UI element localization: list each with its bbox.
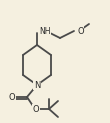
Text: O: O: [33, 105, 39, 114]
Text: O: O: [9, 92, 15, 101]
Text: N: N: [34, 80, 40, 90]
Text: O: O: [77, 26, 84, 36]
Text: NH: NH: [39, 26, 50, 36]
